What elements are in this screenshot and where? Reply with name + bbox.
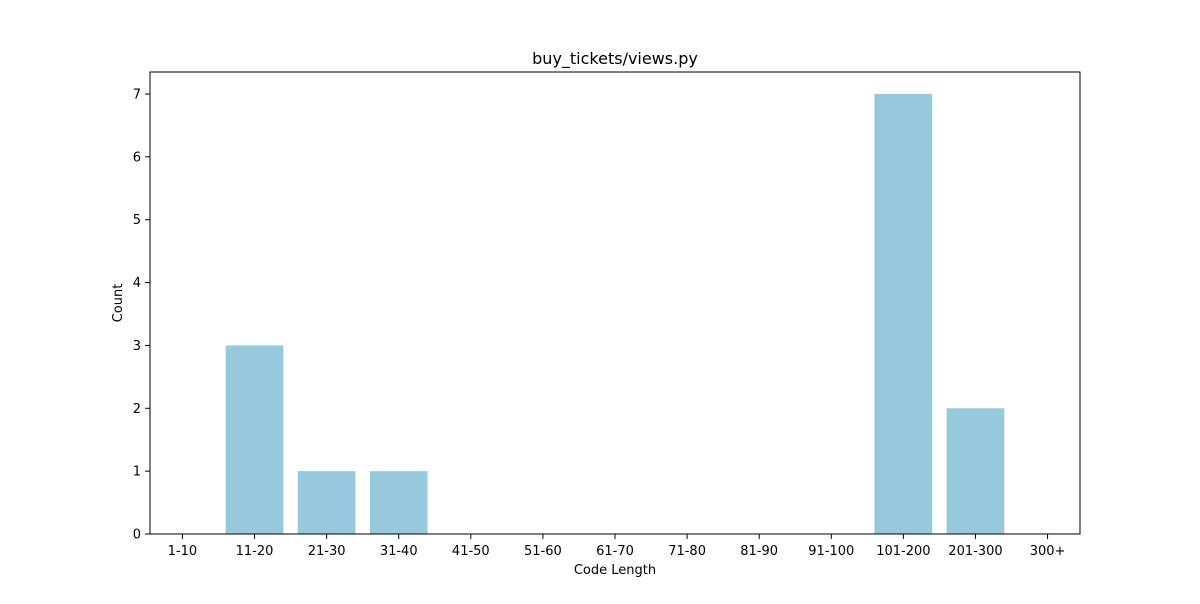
bar-21-30 [297, 471, 356, 534]
x-tick-label: 101-200 [876, 544, 930, 559]
y-tick-label: 6 [133, 150, 141, 165]
x-tick-label: 300+ [1030, 544, 1066, 559]
y-tick-label: 5 [133, 213, 141, 228]
x-tick-label: 61-70 [596, 544, 634, 559]
y-tick-label: 1 [133, 465, 141, 480]
x-tick-label: 21-30 [308, 544, 346, 559]
bar-31-40 [369, 471, 428, 534]
y-tick-label: 7 [133, 88, 141, 103]
x-tick-label: 71-80 [668, 544, 706, 559]
y-tick-label: 0 [133, 528, 141, 543]
chart-title: buy_tickets/views.py [532, 49, 698, 69]
x-tick-label: 91-100 [808, 544, 854, 559]
x-tick-label: 1-10 [168, 544, 198, 559]
y-axis-ticks: 0 1 2 3 4 5 6 7 [133, 88, 150, 543]
x-axis-ticks: 1-10 11-20 21-30 31-40 41-50 51-60 61-70 71-80 8… [168, 534, 1066, 559]
x-tick-label: 51-60 [524, 544, 562, 559]
y-tick-label: 3 [133, 339, 141, 354]
bars-layer [225, 94, 1005, 534]
x-tick-label: 31-40 [380, 544, 418, 559]
x-tick-label: 201-300 [948, 544, 1002, 559]
bar-11-20 [225, 345, 284, 534]
x-tick-label: 81-90 [740, 544, 778, 559]
bar-101-200 [874, 94, 933, 534]
x-axis-label: Code Length [574, 563, 656, 578]
y-axis-label: Count [111, 284, 126, 323]
plot-frame [149, 71, 1081, 535]
x-tick-label: 41-50 [452, 544, 490, 559]
y-tick-label: 4 [133, 276, 141, 291]
bar-201-300 [946, 408, 1005, 534]
x-tick-label: 11-20 [236, 544, 274, 559]
y-tick-label: 2 [133, 402, 141, 417]
